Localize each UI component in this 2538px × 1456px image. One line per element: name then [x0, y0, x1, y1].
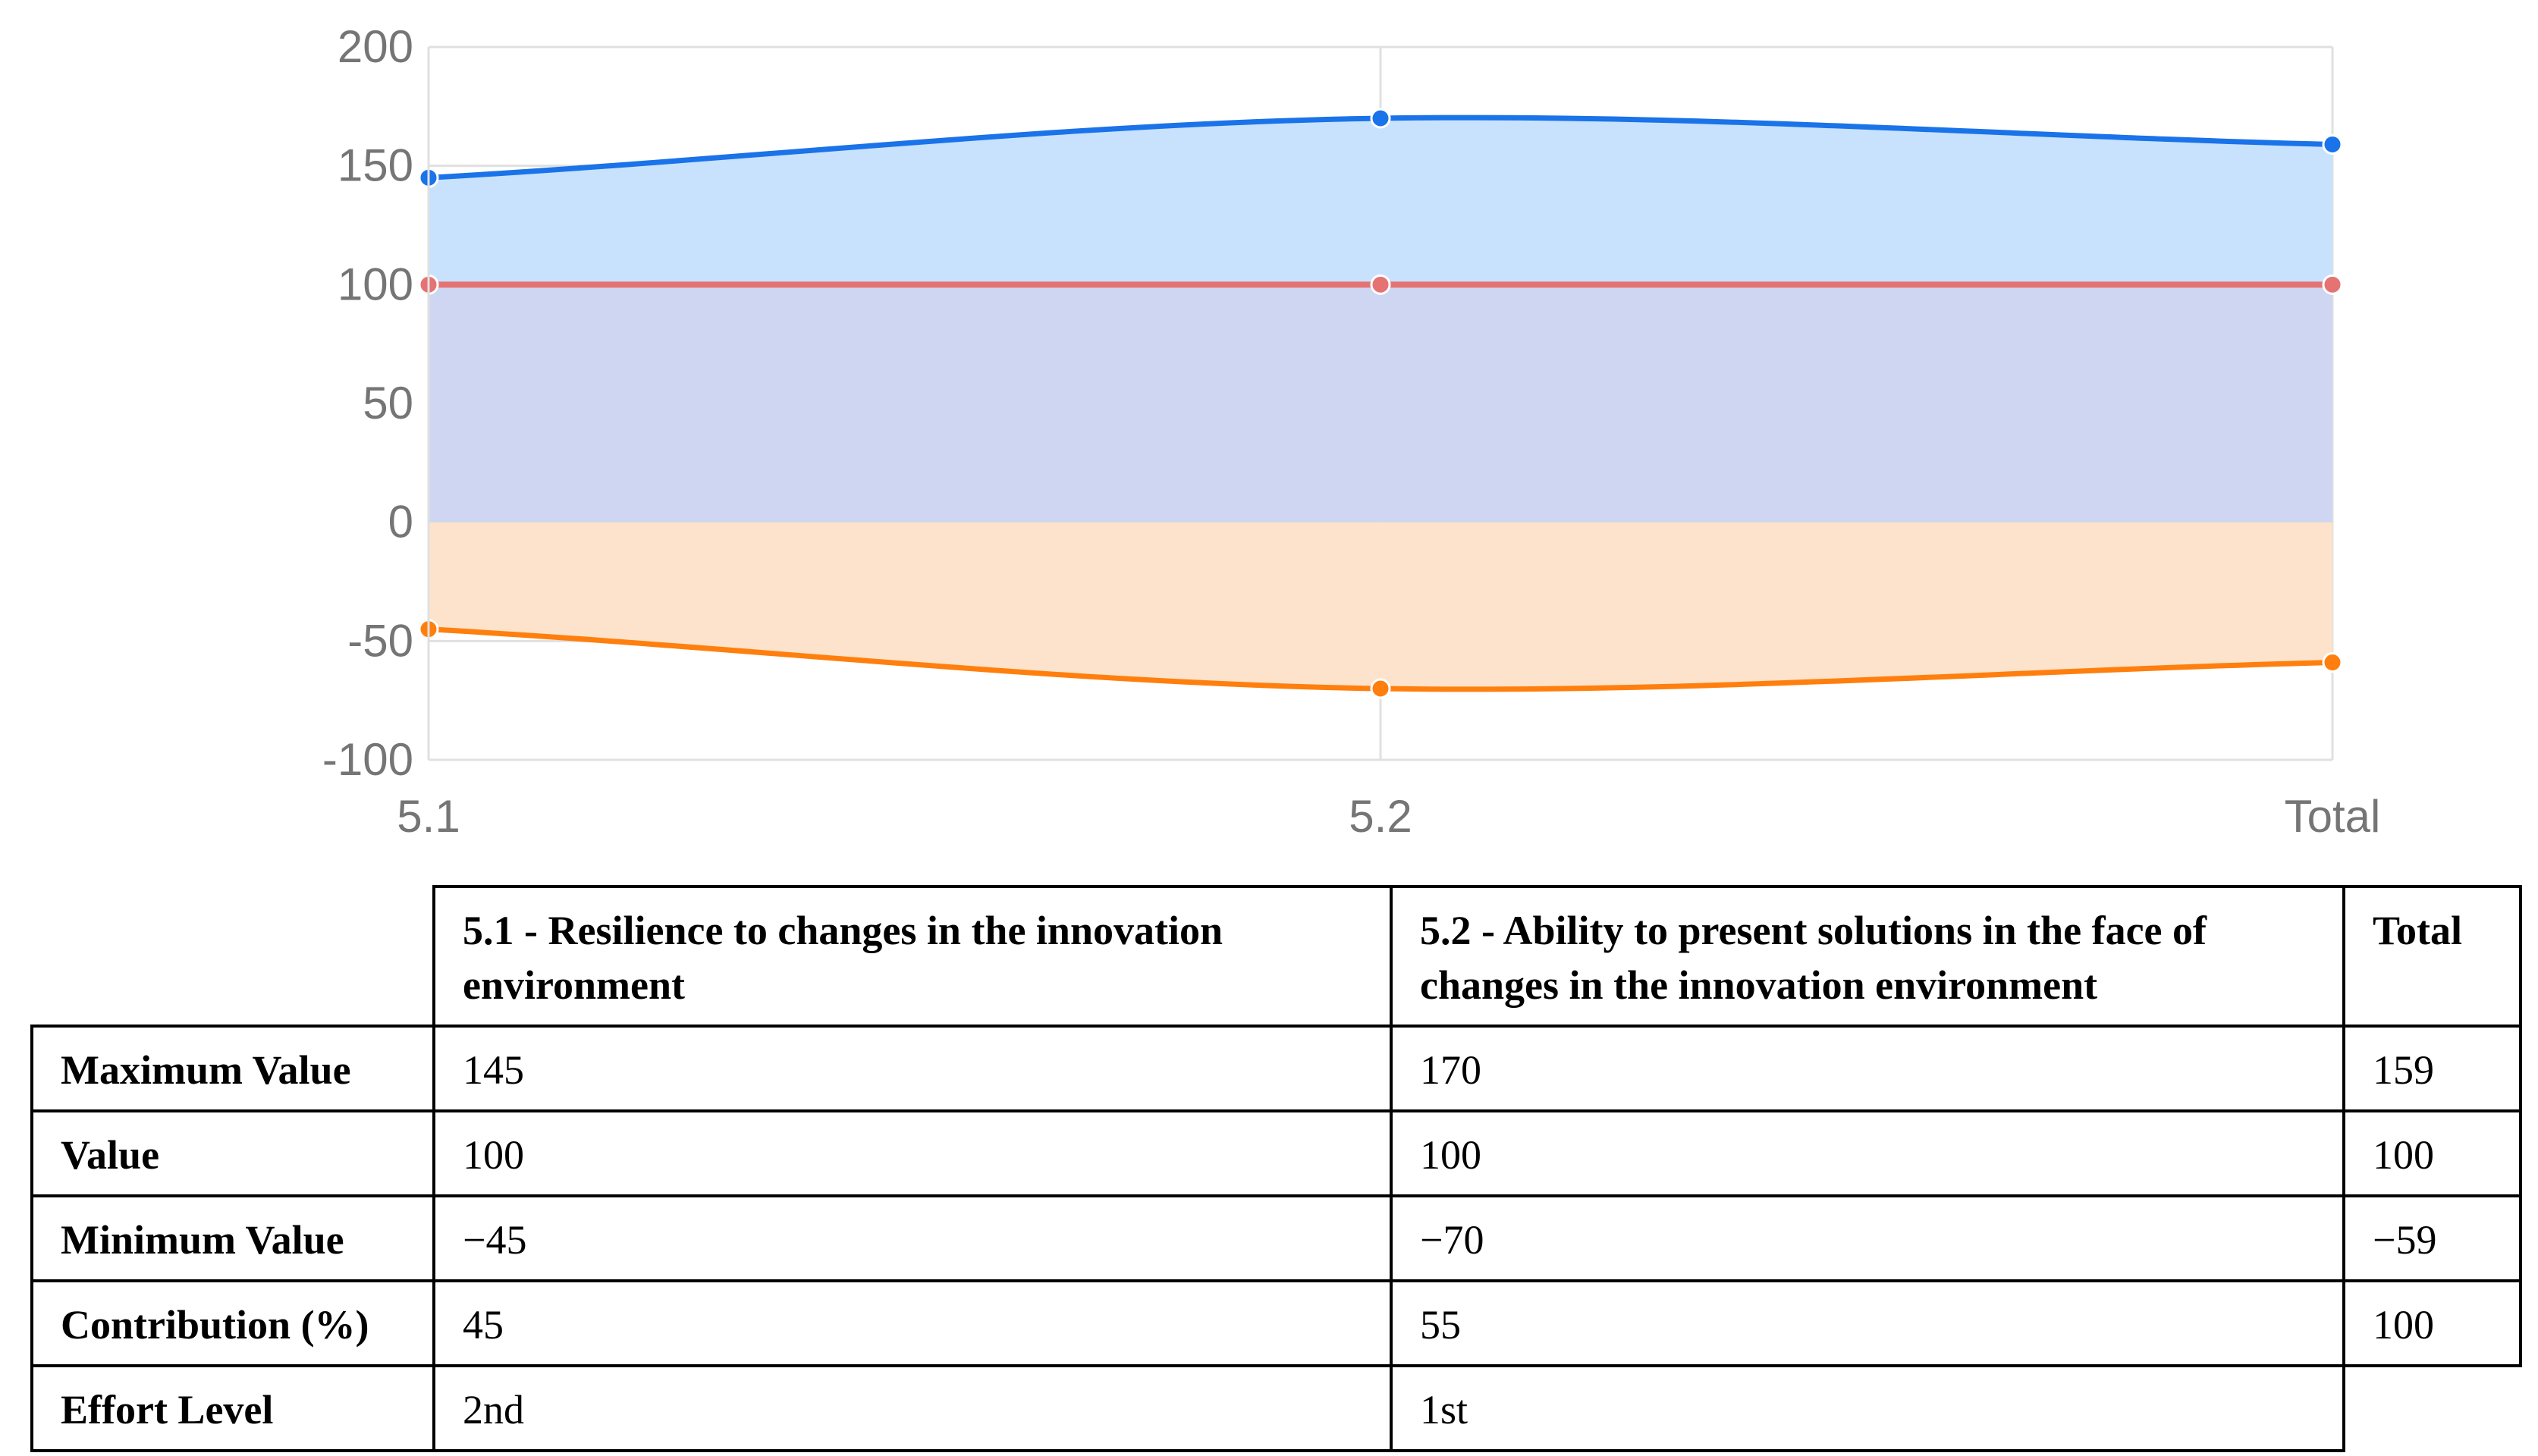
x-tick-label: 5.2 [1349, 791, 1412, 842]
data-point [2322, 652, 2343, 673]
row-label: Contribution (%) [30, 1279, 435, 1367]
table-cell: 170 [1390, 1025, 2345, 1112]
table-cell: 45 [432, 1279, 1393, 1367]
table-corner-cell [32, 886, 435, 1028]
row-label: Value [30, 1109, 435, 1197]
table-cell: 100 [1390, 1109, 2345, 1197]
table-cell: 100 [432, 1109, 1393, 1197]
y-tick-label: 200 [338, 21, 413, 72]
table-header-5-1: 5.1 - Resilience to changes in the innov… [432, 885, 1393, 1028]
row-label: Effort Level [30, 1364, 435, 1452]
table-cell: 100 [2342, 1279, 2522, 1367]
data-table: 5.1 - Resilience to changes in the innov… [30, 885, 2522, 1452]
table-header-row: 5.1 - Resilience to changes in the innov… [32, 885, 2522, 1028]
y-tick-label: 0 [388, 497, 413, 548]
series-area-2 [429, 522, 2332, 689]
y-tick-label: 100 [338, 259, 413, 309]
table-cell: 1st [1390, 1364, 2345, 1452]
data-point [1370, 274, 1391, 295]
y-tick-label: -50 [347, 615, 413, 666]
table-header-total: Total [2342, 885, 2522, 1028]
row-label: Maximum Value [30, 1025, 435, 1112]
y-tick-label: -100 [322, 734, 413, 785]
table-cell: −70 [1390, 1194, 2345, 1282]
table-cell: 55 [1390, 1279, 2345, 1367]
table-cell: 2nd [432, 1364, 1393, 1452]
data-point [1370, 678, 1391, 699]
table-cell: −45 [432, 1194, 1393, 1282]
data-point [2322, 133, 2343, 155]
row-label: Minimum Value [30, 1194, 435, 1282]
data-point [1370, 108, 1391, 129]
table-row-value: Value 100 100 100 [30, 1109, 2522, 1197]
data-point [2322, 274, 2343, 295]
y-tick-label: 150 [338, 140, 413, 191]
x-tick-label: 5.1 [397, 791, 460, 842]
x-tick-label: Total [2285, 791, 2381, 842]
table-cell: 159 [2342, 1025, 2522, 1112]
area-chart: 200 150 100 50 0 -50 -100 5.1 5.2 Total [273, 0, 2397, 857]
table-cell: 145 [432, 1025, 1393, 1112]
table-header-5-2: 5.2 - Ability to present solutions in th… [1390, 885, 2345, 1028]
series-area-1 [429, 284, 2332, 522]
table-row-effort-level: Effort Level 2nd 1st [30, 1364, 2521, 1452]
table-cell-empty [2342, 1364, 2521, 1451]
chart-svg: 200 150 100 50 0 -50 -100 5.1 5.2 Total [322, 21, 2381, 842]
table-cell: −59 [2342, 1194, 2522, 1282]
table-row-maximum-value: Maximum Value 145 170 159 [30, 1025, 2522, 1112]
table-cell: 100 [2342, 1109, 2522, 1197]
table-row-contribution: Contribution (%) 45 55 100 [30, 1279, 2522, 1367]
y-tick-label: 50 [363, 378, 413, 428]
table-row-minimum-value: Minimum Value −45 −70 −59 [30, 1194, 2522, 1282]
